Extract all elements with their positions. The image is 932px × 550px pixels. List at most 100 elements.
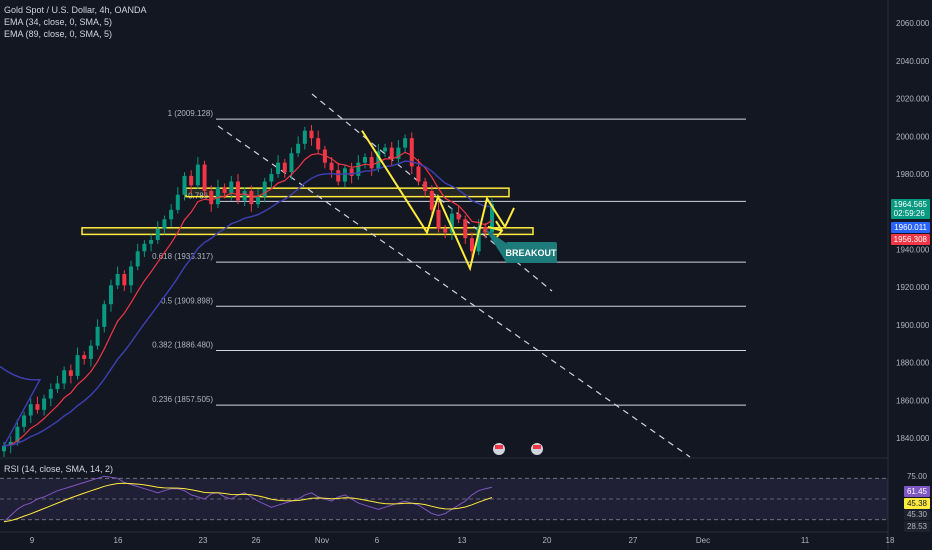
candle-body: [309, 130, 314, 139]
rsi-level-tag: 45.30: [903, 509, 930, 520]
x-tick-label: 13: [458, 536, 467, 545]
breakout-pointer: [485, 228, 506, 262]
candle-body: [149, 240, 154, 244]
candle-body: [282, 162, 287, 173]
candle-body: [336, 170, 341, 182]
x-tick-label: 20: [543, 536, 552, 545]
last-price: 1964.565: [893, 200, 927, 209]
candle-body: [276, 162, 281, 175]
candle-body: [162, 219, 167, 229]
candle-body: [476, 226, 481, 252]
candle-body: [302, 130, 307, 144]
candle-body: [42, 398, 47, 410]
upper-zone: [185, 187, 510, 198]
candle-body: [376, 151, 381, 169]
candle-body: [1, 445, 7, 452]
y-tick-label: 1920.000: [896, 283, 930, 292]
candle-body: [369, 157, 374, 169]
candle-body: [383, 147, 388, 152]
candle-body: [48, 389, 53, 399]
fib-level-label: 0.786 (: [188, 191, 213, 200]
y-tick-label: 1900.000: [896, 321, 930, 330]
candle-body: [229, 181, 234, 193]
candle-body: [102, 304, 107, 327]
y-tick-label: 1840.000: [896, 434, 930, 443]
candle-body: [269, 174, 274, 182]
candle-body: [256, 196, 261, 205]
candle-body: [436, 209, 441, 229]
zigzag-arrow-tail: [504, 207, 515, 228]
candle-body: [129, 266, 134, 286]
zigzag-projection: [361, 130, 506, 272]
lower-zone: [81, 227, 534, 236]
y-tick-label: 1880.000: [896, 359, 930, 368]
candle-body: [75, 355, 80, 376]
candle-body: [469, 238, 474, 252]
rsi-ma-line: [3, 482, 493, 523]
fib-level-label: 0.382 (1886.480): [152, 340, 213, 349]
fib-level-label: 0.5 (1909.898): [161, 296, 213, 305]
x-tick-label: 9: [30, 536, 35, 545]
x-tick-label: 11: [801, 536, 810, 545]
x-tick-label: 27: [629, 536, 638, 545]
candle-body: [235, 181, 240, 201]
y-tick-label: 2000.000: [896, 132, 930, 141]
x-tick-label: 26: [252, 536, 261, 545]
y-tick-label: 1940.000: [896, 245, 930, 254]
x-tick-label: 16: [114, 536, 123, 545]
candle-body: [169, 209, 174, 220]
last-price-tag: 1964.565 02:59:26: [890, 199, 930, 219]
candle-body: [15, 426, 20, 442]
candle-body: [316, 138, 321, 150]
candle-body: [182, 175, 187, 195]
x-tick-label: 18: [886, 536, 895, 545]
breakout-label: BREAKOUT: [506, 248, 558, 258]
x-tick-label: 6: [375, 536, 380, 545]
candle-body: [483, 226, 488, 233]
breakout-callout: [506, 242, 557, 263]
ema34-line: [3, 151, 493, 447]
x-tick-label: Dec: [696, 536, 710, 545]
candle-body: [108, 285, 113, 305]
ema89-line: [0, 160, 493, 447]
channel-lower-line: [217, 125, 691, 458]
rsi-value-tag: 61.45: [903, 486, 930, 497]
ema89-price-tag: 1956.308: [890, 234, 930, 245]
event-flag-icon-stripe: [495, 445, 503, 449]
candle-body: [262, 181, 267, 197]
x-tick-label: Nov: [315, 536, 329, 545]
candle-body: [122, 274, 127, 286]
candle-body: [249, 190, 254, 205]
y-tick-label: 1860.000: [896, 396, 930, 405]
y-tick-label: 2040.000: [896, 57, 930, 66]
chart-legend: Gold Spot / U.S. Dollar, 4h, OANDA EMA (…: [4, 4, 147, 40]
candle-body: [456, 213, 461, 220]
candle-body: [329, 162, 334, 171]
candle-body: [115, 274, 120, 286]
rsi-low-tag: 28.53: [903, 521, 930, 532]
candle-body: [195, 164, 200, 186]
candle-body: [22, 415, 27, 427]
y-tick-label: 1980.000: [896, 170, 930, 179]
candle-body: [463, 219, 468, 239]
y-tick-label: 2060.000: [896, 19, 930, 28]
candle-body: [349, 168, 354, 176]
candle-body: [443, 228, 448, 233]
candle-body: [423, 181, 428, 191]
candle-body: [356, 162, 361, 176]
fib-level-label: 1 (2009.128): [168, 109, 214, 118]
rsi-ma-tag: 45.38: [903, 498, 930, 509]
fib-level-label: 0.618 (1933.317): [152, 252, 213, 261]
candle-body: [403, 138, 408, 148]
candle-body: [202, 164, 207, 191]
fib-level-label: 0.236 (1857.505): [152, 395, 213, 404]
candle-body: [242, 190, 247, 201]
candle-body: [68, 370, 73, 376]
candle-body: [222, 187, 227, 193]
ema34-price-tag: 1960.011: [891, 222, 930, 233]
symbol-title: Gold Spot / U.S. Dollar, 4h, OANDA: [4, 5, 147, 15]
candle-body: [449, 213, 454, 233]
candle-body: [362, 157, 367, 163]
